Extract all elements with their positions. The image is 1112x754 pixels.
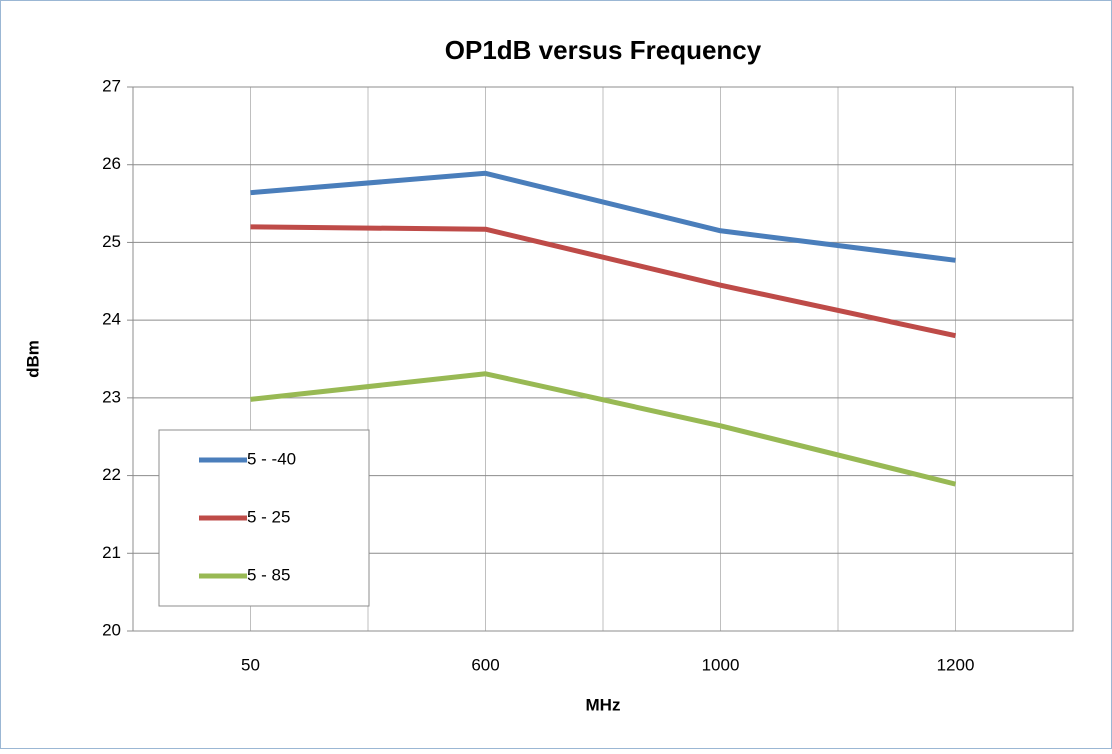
y-tick-label: 24 [102,310,121,329]
series-line [250,371,957,487]
y-tick-label: 22 [102,465,121,484]
y-tick-label: 25 [102,232,121,251]
chart-title: OP1dB versus Frequency [445,35,762,65]
series-line [250,224,957,339]
y-tick-label: 20 [102,620,121,639]
x-tick-label: 50 [241,655,260,674]
y-tick-label: 23 [102,387,121,406]
legend-label: 5 - -40 [247,449,296,468]
legend-label: 5 - 25 [247,507,290,526]
x-axis-label: MHz [586,695,621,714]
series-line [250,170,956,263]
x-tick-label: 1000 [702,655,740,674]
legend-box [158,429,370,607]
legend-label: 5 - 85 [247,565,290,584]
y-tick-label: 27 [102,76,121,95]
x-tick-label: 1200 [937,655,975,674]
plot-area [132,86,1074,632]
y-axis-label: dBm [23,340,42,378]
y-tick-label: 26 [102,154,121,173]
x-tick-label: 600 [471,655,499,674]
y-tick-label: 21 [102,543,121,562]
